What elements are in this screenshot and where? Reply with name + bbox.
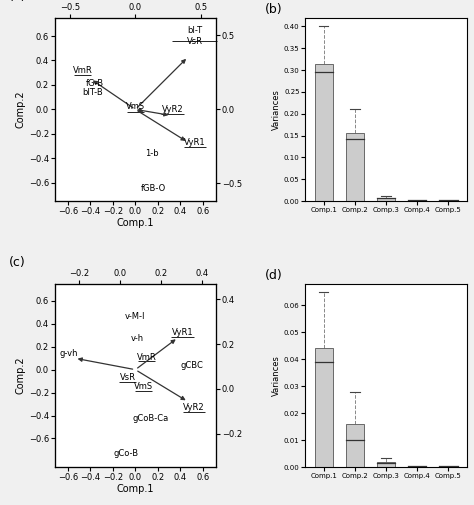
Bar [377, 462, 395, 467]
Text: gCBC: gCBC [180, 361, 203, 370]
Bar [439, 200, 457, 201]
Text: VyR1: VyR1 [172, 328, 193, 337]
Text: VsR: VsR [119, 373, 136, 382]
Text: VmS: VmS [134, 382, 153, 391]
Text: VmR: VmR [73, 66, 92, 75]
X-axis label: Comp.1: Comp.1 [117, 484, 154, 494]
Bar [315, 348, 333, 467]
Text: bI-T
VsR: bI-T VsR [187, 26, 203, 46]
Text: (b): (b) [265, 3, 283, 16]
Text: gCo-B: gCo-B [114, 449, 139, 458]
Text: g-vh: g-vh [60, 349, 78, 358]
Text: VyR1: VyR1 [184, 138, 206, 147]
Text: VmS: VmS [126, 103, 145, 112]
Text: (a): (a) [9, 0, 27, 3]
Text: fG-B: fG-B [86, 79, 104, 88]
Text: v-M-I: v-M-I [125, 313, 146, 321]
Y-axis label: Comp.2: Comp.2 [16, 90, 26, 128]
Text: VyR2: VyR2 [162, 105, 183, 114]
Text: bIT-B: bIT-B [82, 88, 103, 97]
Bar [408, 466, 427, 467]
Text: v-h: v-h [131, 334, 144, 343]
Text: (c): (c) [9, 256, 26, 269]
Text: VmR: VmR [137, 352, 156, 362]
Bar [346, 133, 364, 201]
Y-axis label: Comp.2: Comp.2 [16, 357, 26, 394]
Bar [439, 466, 457, 467]
Bar [408, 200, 427, 201]
Text: VyR2: VyR2 [183, 403, 205, 412]
Text: (d): (d) [265, 269, 283, 282]
Text: 1-b: 1-b [146, 149, 159, 158]
Text: gCoB-Ca: gCoB-Ca [133, 415, 169, 424]
Y-axis label: Variances: Variances [272, 89, 281, 130]
X-axis label: Comp.1: Comp.1 [117, 219, 154, 228]
Bar [346, 424, 364, 467]
Y-axis label: Variances: Variances [272, 355, 281, 396]
Text: fGB-O: fGB-O [141, 184, 166, 193]
Bar [315, 64, 333, 201]
Bar [377, 197, 395, 201]
